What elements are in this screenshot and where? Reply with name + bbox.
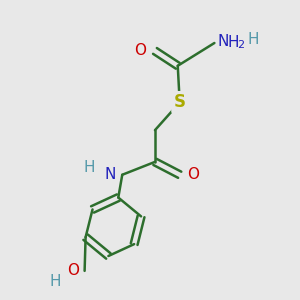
Text: H: H — [83, 160, 94, 175]
Text: H: H — [227, 34, 239, 50]
Text: N: N — [105, 167, 116, 182]
Text: S: S — [174, 93, 186, 111]
Text: H: H — [247, 32, 259, 46]
Text: N: N — [218, 34, 229, 49]
Text: O: O — [134, 44, 146, 59]
Text: H: H — [49, 274, 61, 289]
Text: 2: 2 — [237, 40, 244, 50]
Text: O: O — [187, 167, 199, 182]
Text: O: O — [67, 263, 79, 278]
